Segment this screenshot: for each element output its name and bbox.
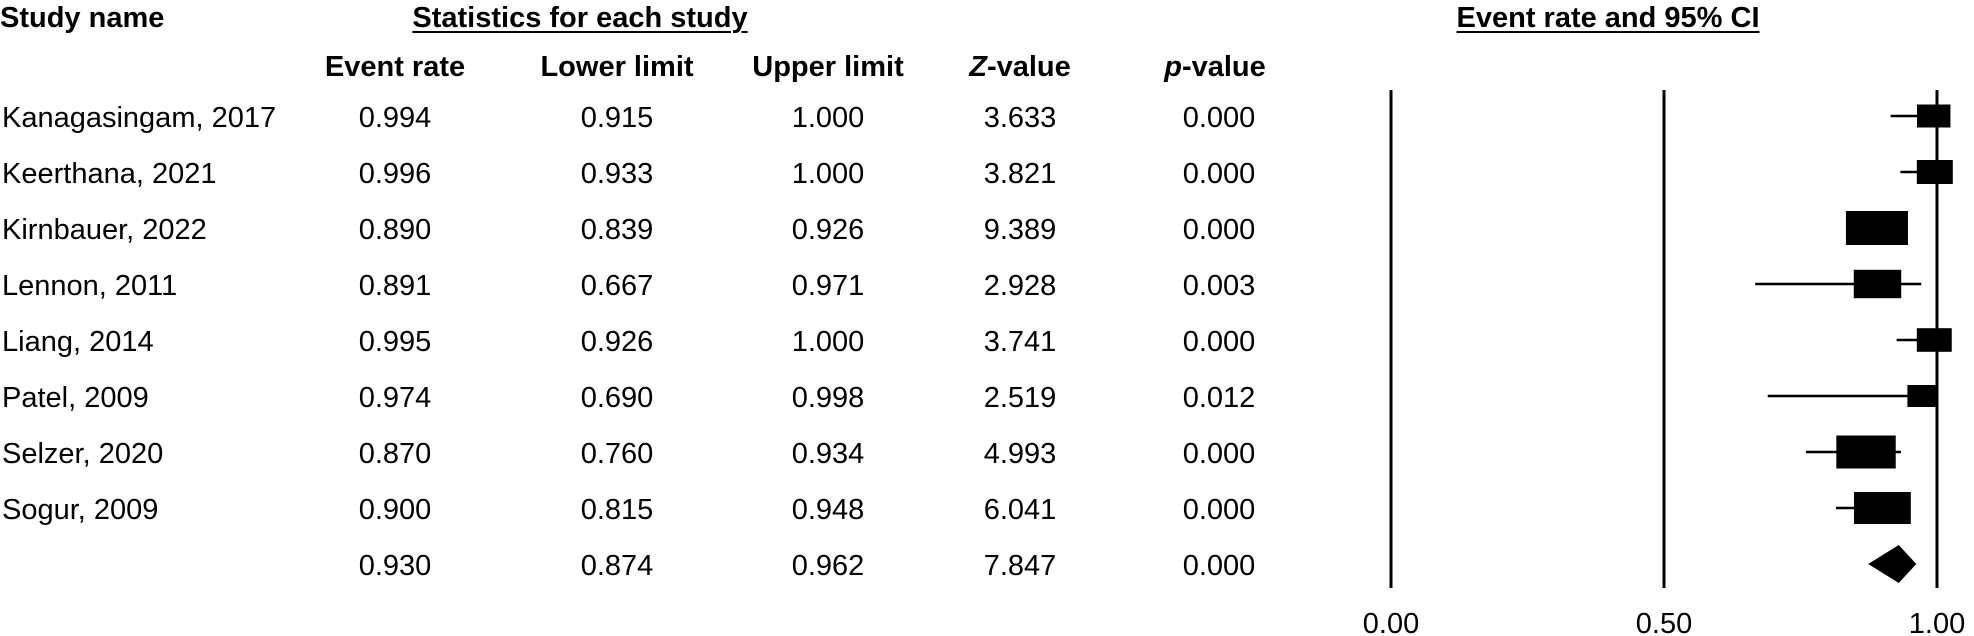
event-rate-cell: 0.891 xyxy=(358,270,432,302)
z-value-cell: 6.041 xyxy=(983,494,1057,526)
study-estimate-box xyxy=(1907,385,1939,407)
statistics-group-header: Statistics for each study xyxy=(412,2,748,34)
event-rate-cell: 0.974 xyxy=(358,382,432,414)
event-rate-cell: 0.900 xyxy=(358,494,432,526)
summary-diamond xyxy=(1868,545,1917,583)
upper-limit-cell: 0.934 xyxy=(791,438,865,470)
upper-limit-cell: 1.000 xyxy=(791,326,865,358)
lower-limit-cell: 0.815 xyxy=(580,494,654,526)
study-name-cell: Selzer, 2020 xyxy=(2,438,164,470)
event-rate-cell: 0.995 xyxy=(358,326,432,358)
upper-limit-cell: 1.000 xyxy=(791,158,865,190)
p-value-cell: 0.000 xyxy=(1182,158,1256,190)
lower-limit-cell: 0.760 xyxy=(580,438,654,470)
event-rate-cell: 0.994 xyxy=(358,102,432,134)
summary-lower-limit-cell: 0.874 xyxy=(580,550,654,582)
study-name-cell: Keerthana, 2021 xyxy=(2,158,217,190)
p-value-cell: 0.000 xyxy=(1182,214,1256,246)
summary-p-value-cell: 0.000 xyxy=(1182,550,1256,582)
p-value-cell: 0.000 xyxy=(1182,102,1256,134)
lower-limit-cell: 0.933 xyxy=(580,158,654,190)
lower-limit-cell: 0.926 xyxy=(580,326,654,358)
upper-limit-cell: 0.998 xyxy=(791,382,865,414)
summary-upper-limit-cell: 0.962 xyxy=(791,550,865,582)
lower-limit-cell: 0.839 xyxy=(580,214,654,246)
z-value-cell: 2.928 xyxy=(983,270,1057,302)
summary-z-value-cell: 7.847 xyxy=(983,550,1057,582)
x-tick-label: 1.00 xyxy=(1909,608,1965,636)
lower-limit-cell: 0.667 xyxy=(580,270,654,302)
p-value-cell: 0.000 xyxy=(1182,438,1256,470)
z-value-cell: 3.633 xyxy=(983,102,1057,134)
lower-limit-header: Lower limit xyxy=(540,51,694,83)
event-rate-header: Event rate xyxy=(324,51,466,83)
z-value-cell: 3.741 xyxy=(983,326,1057,358)
study-name-header: Study name xyxy=(0,2,165,34)
upper-limit-cell: 1.000 xyxy=(791,102,865,134)
x-tick-label: 0.50 xyxy=(1636,608,1692,636)
study-estimate-box xyxy=(1916,328,1952,352)
study-estimate-box xyxy=(1854,492,1911,524)
upper-limit-cell: 0.926 xyxy=(791,214,865,246)
z-value-header: Z-value xyxy=(969,51,1071,83)
p-value-cell: 0.003 xyxy=(1182,270,1256,302)
study-name-cell: Kirnbauer, 2022 xyxy=(2,214,207,246)
study-estimate-box xyxy=(1853,269,1902,299)
study-name-cell: Lennon, 2011 xyxy=(2,270,178,302)
study-estimate-box xyxy=(1916,160,1953,184)
x-tick-label: 0.00 xyxy=(1363,608,1419,636)
event-rate-cell: 0.890 xyxy=(358,214,432,246)
event-rate-cell: 0.996 xyxy=(358,158,432,190)
lower-limit-cell: 0.915 xyxy=(580,102,654,134)
p-value-cell: 0.000 xyxy=(1182,494,1256,526)
study-estimate-box xyxy=(1836,435,1896,469)
p-value-cell: 0.000 xyxy=(1182,326,1256,358)
z-value-cell: 2.519 xyxy=(983,382,1057,414)
study-name-cell: Patel, 2009 xyxy=(2,382,149,414)
study-estimate-box xyxy=(1845,211,1908,245)
event-rate-cell: 0.870 xyxy=(358,438,432,470)
study-name-cell: Sogur, 2009 xyxy=(2,494,159,526)
p-value-cell: 0.012 xyxy=(1182,382,1256,414)
z-value-cell: 4.993 xyxy=(983,438,1057,470)
z-value-cell: 9.389 xyxy=(983,214,1057,246)
upper-limit-cell: 0.948 xyxy=(791,494,865,526)
lower-limit-cell: 0.690 xyxy=(580,382,654,414)
plot-title: Event rate and 95% CI xyxy=(1456,2,1760,34)
study-estimate-box xyxy=(1917,104,1951,128)
z-value-cell: 3.821 xyxy=(983,158,1057,190)
upper-limit-header: Upper limit xyxy=(752,51,904,83)
study-name-cell: Liang, 2014 xyxy=(2,326,154,358)
summary-event-rate-cell: 0.930 xyxy=(358,550,432,582)
p-value-header: p-value xyxy=(1164,51,1266,83)
upper-limit-cell: 0.971 xyxy=(791,270,865,302)
study-name-cell: Kanagasingam, 2017 xyxy=(2,102,277,134)
